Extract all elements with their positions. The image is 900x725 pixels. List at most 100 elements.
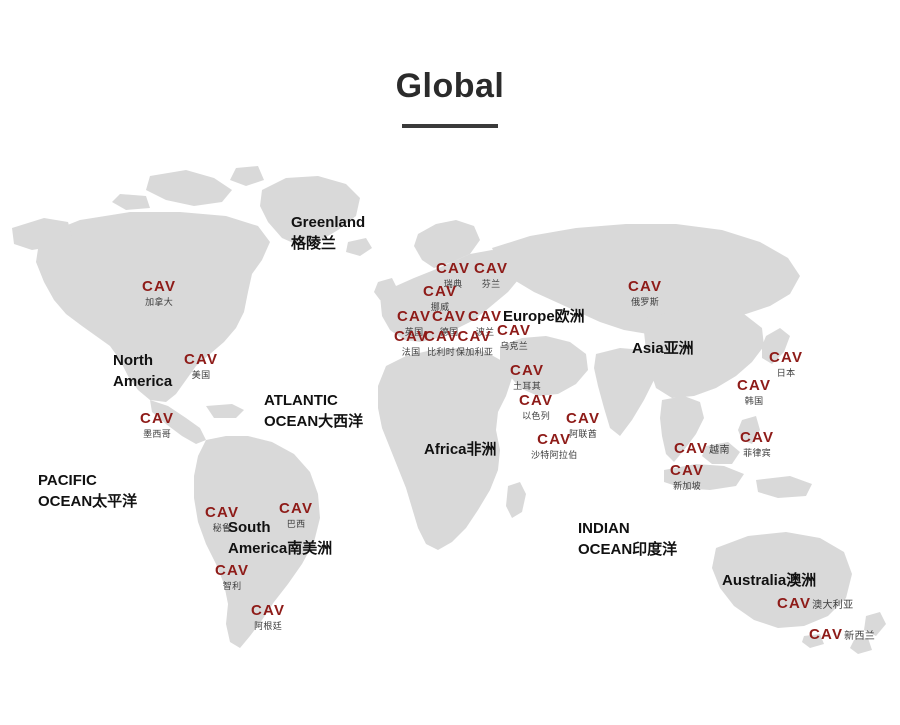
region-label-line1: North [113, 352, 153, 369]
region-label-line1: Europe欧洲 [503, 308, 585, 325]
cav-logo: CAV [397, 308, 432, 325]
cav-marker-singapore[interactable]: CAV 新加坡 [670, 462, 704, 493]
region-label-line1: South [228, 519, 271, 536]
cav-marker-country-name: 德国 [439, 328, 459, 338]
cav-marker-israel[interactable]: CAV 以色列 [519, 392, 553, 423]
cav-logo: CAV [468, 308, 503, 325]
cav-logo: CAV [674, 440, 709, 457]
alaska-landmass [12, 218, 72, 250]
cav-marker-country-name: 英国 [404, 328, 424, 338]
cav-marker-uae[interactable]: CAV 阿联酋 [566, 410, 600, 441]
cav-logo: CAV [142, 278, 177, 295]
title-underline-rule [402, 124, 498, 128]
region-label-asia: Asia亚洲 [632, 338, 694, 359]
cav-marker-country-name: 瑞典 [443, 280, 463, 290]
cav-marker-new-zealand[interactable]: CAV新西兰 [809, 626, 875, 644]
cav-marker-norway[interactable]: CAV 挪威 [423, 283, 457, 314]
landmass-group [12, 166, 886, 654]
cav-marker-country-name: 比利时 [427, 348, 456, 358]
cav-marker-usa[interactable]: CAV 美国 [184, 351, 218, 382]
cav-logo: CAV [737, 377, 772, 394]
cav-marker-south-korea[interactable]: CAV 韩国 [737, 377, 771, 408]
region-label-line2: America [113, 373, 173, 390]
cav-marker-france[interactable]: CAV 法国 [394, 328, 428, 359]
cav-marker-country-name: 菲律宾 [743, 449, 772, 459]
southeast-asia-landmass [660, 396, 704, 462]
cav-marker-country-name: 土耳其 [513, 382, 542, 392]
cav-marker-philippines[interactable]: CAV 菲律宾 [740, 429, 774, 460]
cav-logo: CAV [215, 562, 250, 579]
cav-marker-japan[interactable]: CAV 日本 [769, 349, 803, 380]
cav-marker-turkey[interactable]: CAV 土耳其 [510, 362, 544, 393]
cav-logo: CAV [628, 278, 663, 295]
tasmania-landmass [802, 634, 824, 648]
world-map-silhouette [12, 166, 886, 654]
region-label-europe: Europe欧洲 [503, 306, 585, 327]
cav-logo: CAV [474, 260, 509, 277]
cav-marker-russia[interactable]: CAV 俄罗斯 [628, 278, 662, 309]
cav-marker-country-name: 法国 [401, 348, 421, 358]
cav-marker-poland[interactable]: CAV 波兰 [468, 308, 502, 339]
cav-marker-ukraine[interactable]: CAV 乌克兰 [497, 322, 531, 353]
region-label-line1: ATLANTIC [264, 392, 338, 409]
cav-marker-country-name: 波兰 [475, 328, 495, 338]
indonesia-landmass [664, 464, 744, 490]
arctic-island-small-2 [112, 194, 150, 210]
new-zealand-landmass [864, 612, 886, 636]
region-label-greenland: Greenland 格陵兰 [291, 212, 365, 254]
central-america-landmass [150, 400, 206, 444]
cav-logo: CAV [519, 392, 554, 409]
new-guinea-landmass [756, 476, 812, 498]
cav-logo: CAV [436, 260, 471, 277]
region-label-line1: PACIFIC [38, 472, 97, 489]
cav-marker-country-name: 韩国 [744, 397, 764, 407]
cav-logo: CAV [769, 349, 804, 366]
page-title: Global [395, 67, 505, 105]
madagascar-landmass [506, 482, 526, 518]
cav-logo: CAV [809, 626, 844, 643]
cav-marker-country-name: 阿联酋 [569, 430, 598, 440]
cav-logo: CAV [510, 362, 545, 379]
cav-logo: CAV [566, 410, 601, 427]
iceland-landmass [346, 238, 372, 256]
cav-logo: CAV [497, 322, 532, 339]
europe-landmass [380, 250, 522, 342]
cav-logo: CAV [457, 328, 492, 345]
region-label-australia: Australia澳洲 [722, 570, 816, 591]
cav-marker-sweden[interactable]: CAV 瑞典 [436, 260, 470, 291]
cav-marker-finland[interactable]: CAV 芬兰 [474, 260, 508, 291]
cav-marker-argentina[interactable]: CAV 阿根廷 [251, 602, 285, 633]
cav-marker-bulgaria[interactable]: CAV 保加利亚 [456, 328, 493, 359]
region-label-line2: 格陵兰 [291, 235, 337, 252]
cav-marker-australia-cn[interactable]: CAV澳大利亚 [777, 595, 853, 613]
philippines-landmass [738, 416, 760, 444]
cav-marker-united-kingdom[interactable]: CAV 英国 [397, 308, 431, 339]
cav-marker-mexico[interactable]: CAV 墨西哥 [140, 410, 174, 441]
cav-marker-country-name: 越南 [709, 445, 730, 456]
cav-logo: CAV [740, 429, 775, 446]
cav-marker-canada[interactable]: CAV 加拿大 [142, 278, 176, 309]
cav-marker-country-name: 乌克兰 [500, 342, 529, 352]
region-label-line1: INDIAN [578, 520, 630, 537]
region-label-pacific-ocean: PACIFIC OCEAN太平洋 [38, 470, 137, 512]
cav-marker-brazil[interactable]: CAV 巴西 [279, 500, 313, 531]
cav-marker-chile[interactable]: CAV 智利 [215, 562, 249, 593]
page-header: Global [0, 66, 900, 128]
arctic-islands-landmass [146, 170, 232, 206]
world-map-container: Greenland 格陵兰 North America South America南美洲 A… [0, 150, 900, 725]
cav-marker-country-name: 日本 [776, 369, 796, 379]
cav-marker-germany[interactable]: CAV 德国 [432, 308, 466, 339]
caribbean-islands-landmass [206, 404, 244, 418]
cav-marker-country-name: 新西兰 [844, 631, 876, 642]
cav-marker-country-name: 巴西 [286, 520, 306, 530]
australia-landmass [712, 532, 852, 628]
cav-marker-peru[interactable]: CAV 秘鲁 [205, 504, 239, 535]
greenland-landmass [260, 176, 360, 246]
northern-asia-landmass [492, 224, 800, 334]
cav-marker-vietnam[interactable]: CAV越南 [674, 440, 730, 458]
cav-marker-saudi-arabia[interactable]: CAV 沙特阿拉伯 [531, 431, 578, 462]
india-landmass [594, 348, 656, 436]
africa-landmass [378, 348, 512, 550]
cav-marker-belgium[interactable]: CAV 比利时 [424, 328, 458, 359]
cav-marker-country-name: 美国 [191, 371, 211, 381]
